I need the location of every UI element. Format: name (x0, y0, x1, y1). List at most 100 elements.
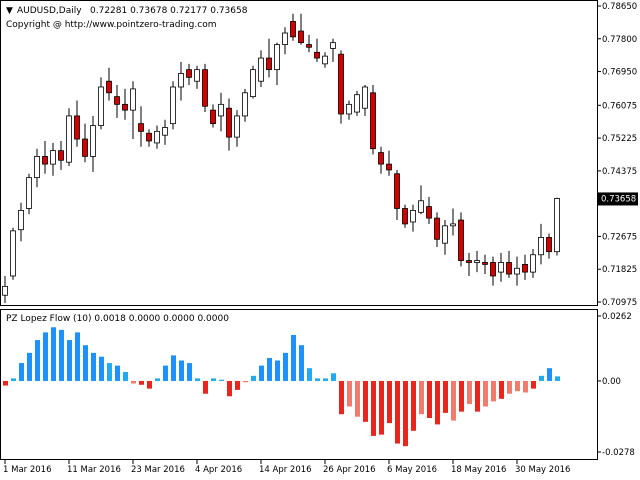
candle[interactable] (370, 85, 376, 155)
candle[interactable] (74, 100, 80, 147)
lopez-flow-histogram[interactable] (3, 327, 560, 447)
candle[interactable] (218, 92, 224, 132)
candle[interactable] (282, 27, 288, 55)
candle[interactable] (170, 81, 176, 130)
candle[interactable] (274, 42, 280, 86)
candle[interactable] (122, 88, 128, 120)
candle[interactable] (434, 212, 440, 248)
flow-bar-negative (507, 380, 512, 394)
flow-bar-negative (451, 380, 456, 421)
flow-bar-negative (243, 380, 248, 383)
candle[interactable] (18, 202, 24, 242)
flow-bar-negative (459, 380, 464, 412)
candle[interactable] (34, 148, 40, 188)
candle[interactable] (410, 204, 416, 232)
candle[interactable] (538, 223, 544, 265)
candle[interactable] (98, 77, 104, 130)
candle[interactable] (298, 13, 304, 45)
candle[interactable] (354, 90, 360, 116)
flow-bar-positive (331, 373, 336, 381)
flow-bar-positive (291, 334, 296, 381)
candle[interactable] (202, 63, 208, 113)
time-tick-label: 30 May 2016 (515, 465, 570, 475)
candle[interactable] (258, 50, 264, 87)
candle[interactable] (338, 50, 344, 124)
candle[interactable] (522, 254, 528, 280)
candle[interactable] (458, 212, 464, 267)
candle[interactable] (546, 233, 552, 259)
bear-candle-body (266, 57, 272, 71)
candle[interactable] (322, 52, 328, 68)
candle[interactable] (402, 204, 408, 228)
bear-candle-body (506, 262, 512, 275)
candle[interactable] (250, 65, 256, 99)
candle[interactable] (306, 34, 312, 53)
candle[interactable] (466, 252, 472, 276)
bull-candle-body (10, 230, 16, 277)
flow-bar-negative (467, 380, 472, 404)
flow-bar-negative (483, 380, 488, 407)
candle[interactable] (90, 115, 96, 172)
candle[interactable] (442, 220, 448, 255)
candle[interactable] (426, 196, 432, 224)
flow-bar-negative (427, 380, 432, 419)
candle[interactable] (530, 248, 536, 278)
candle[interactable] (554, 197, 560, 256)
candle[interactable] (50, 142, 56, 176)
candle[interactable] (66, 108, 72, 167)
bear-candle-body (482, 262, 488, 265)
candle[interactable] (386, 150, 392, 176)
candle[interactable] (418, 185, 424, 215)
candle[interactable] (242, 88, 248, 122)
candle[interactable] (162, 119, 168, 145)
bull-candle-body (418, 200, 424, 213)
candle[interactable] (330, 38, 336, 62)
candle[interactable] (10, 227, 16, 280)
candlestick-series[interactable] (2, 13, 560, 303)
candle[interactable] (490, 256, 496, 286)
candle[interactable] (194, 65, 200, 89)
candle[interactable] (226, 98, 232, 151)
bull-candle-body (282, 32, 288, 45)
candle[interactable] (138, 106, 144, 147)
candle[interactable] (378, 146, 384, 174)
flow-bar-positive (43, 332, 48, 381)
candle[interactable] (114, 85, 120, 118)
candle[interactable] (394, 169, 400, 221)
candle[interactable] (506, 250, 512, 278)
candle[interactable] (290, 13, 296, 41)
candle[interactable] (2, 275, 8, 303)
candle[interactable] (314, 38, 320, 62)
candle[interactable] (266, 38, 272, 78)
candle[interactable] (514, 256, 520, 286)
candle[interactable] (234, 110, 240, 147)
candle[interactable] (82, 123, 88, 163)
bull-candle-body (90, 125, 96, 157)
candle[interactable] (154, 125, 160, 149)
candle[interactable] (482, 254, 488, 275)
candle[interactable] (106, 67, 112, 101)
flow-bar-negative (499, 380, 504, 399)
symbol-dropdown-icon[interactable]: ▼ (6, 6, 13, 16)
bear-candle-body (42, 156, 48, 165)
candle[interactable] (346, 100, 352, 120)
candle[interactable] (474, 250, 480, 273)
candle[interactable] (450, 208, 456, 236)
candle[interactable] (498, 252, 504, 282)
candle[interactable] (362, 85, 368, 116)
bull-candle-body (498, 262, 504, 273)
flow-bar-negative (411, 380, 416, 431)
candle[interactable] (146, 129, 152, 147)
candle[interactable] (130, 81, 136, 140)
candle[interactable] (26, 173, 32, 215)
bear-candle-body (186, 69, 192, 78)
candle[interactable] (178, 61, 184, 101)
candle[interactable] (186, 63, 192, 86)
candle[interactable] (210, 104, 216, 128)
candle[interactable] (58, 140, 64, 170)
price-tick-label: 0.70975 (602, 298, 637, 308)
candle[interactable] (42, 140, 48, 174)
flow-bar-positive (179, 360, 184, 381)
